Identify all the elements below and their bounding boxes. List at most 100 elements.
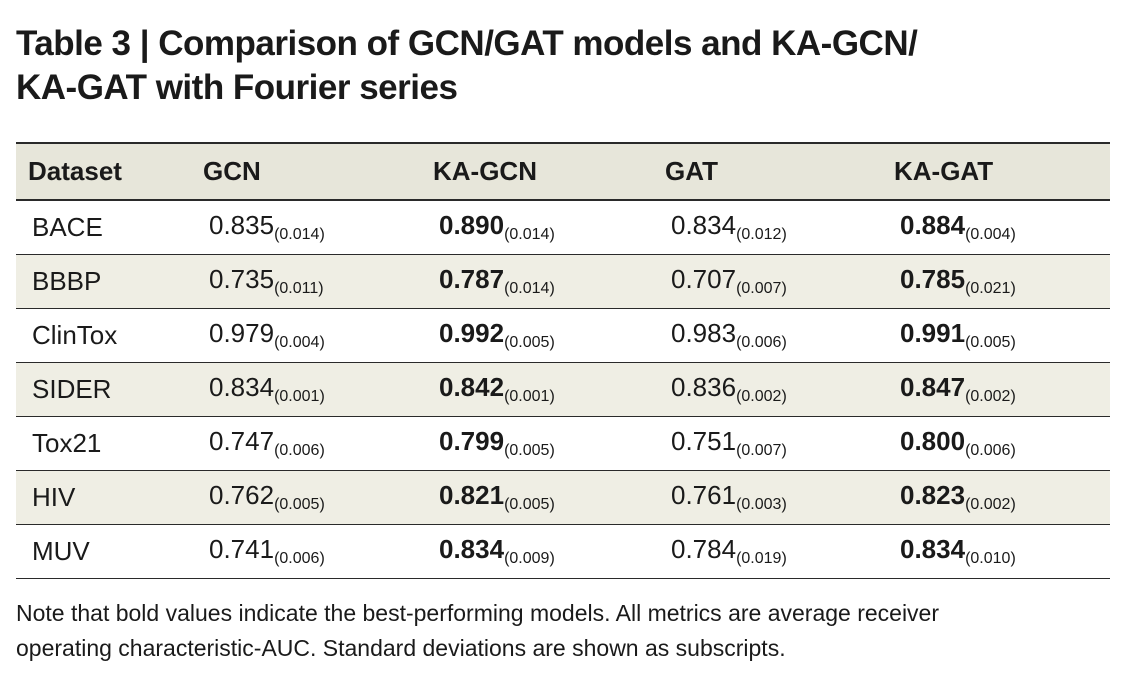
- gcn-value: 0.762: [209, 480, 275, 510]
- ka-gat-value: 0.847: [900, 372, 966, 402]
- ka-gat-value: 0.823: [900, 480, 966, 510]
- ka-gcn-cell: 0.821(0.005): [421, 470, 653, 524]
- footnote-line-1: Note that bold values indicate the best-…: [16, 600, 940, 626]
- gcn-std-dev: (0.006): [274, 442, 325, 459]
- header-gcn: GCN: [203, 156, 261, 186]
- ka-gat-cell: 0.823(0.002): [882, 470, 1110, 524]
- table-row: BBBP 0.735(0.011) 0.787(0.014) 0.707(0.0…: [16, 254, 1110, 308]
- table-footnote: Note that bold values indicate the best-…: [16, 596, 1116, 666]
- ka-gcn-cell: 0.992(0.005): [421, 308, 653, 362]
- ka-gcn-value: 0.799: [439, 426, 505, 456]
- ka-gat-std-dev: (0.010): [965, 550, 1016, 567]
- ka-gcn-value: 0.992: [439, 318, 505, 348]
- ka-gcn-cell: 0.834(0.009): [421, 524, 653, 578]
- table-title-line-1: Table 3 | Comparison of GCN/GAT models a…: [16, 24, 918, 63]
- gat-std-dev: (0.019): [736, 550, 787, 567]
- gcn-value: 0.835: [209, 210, 275, 241]
- table-row: ClinTox 0.979(0.004) 0.992(0.005) 0.983(…: [16, 308, 1110, 362]
- gcn-cell: 0.747(0.006): [191, 416, 421, 470]
- gat-cell: 0.751(0.007): [653, 416, 882, 470]
- ka-gat-cell: 0.834(0.010): [882, 524, 1110, 578]
- table-row: SIDER 0.834(0.001) 0.842(0.001) 0.836(0.…: [16, 362, 1110, 416]
- ka-gcn-cell: 0.842(0.001): [421, 362, 653, 416]
- gat-value: 0.761: [671, 480, 737, 510]
- gcn-cell: 0.835(0.014): [191, 200, 421, 254]
- gcn-std-dev: (0.011): [274, 280, 324, 297]
- gcn-std-dev: (0.001): [274, 388, 325, 405]
- table-title-line-2: KA-GAT with Fourier series: [16, 68, 458, 107]
- ka-gcn-std-dev: (0.009): [504, 550, 555, 567]
- table-title: Table 3 | Comparison of GCN/GAT models a…: [16, 22, 1106, 110]
- header-row: Dataset GCN KA-GCN GAT KA-GAT: [16, 143, 1110, 200]
- gat-cell: 0.707(0.007): [653, 254, 882, 308]
- gat-cell: 0.836(0.002): [653, 362, 882, 416]
- ka-gat-value: 0.800: [900, 426, 966, 456]
- ka-gat-std-dev: (0.002): [965, 496, 1016, 513]
- gcn-value: 0.747: [209, 426, 275, 456]
- gat-value: 0.983: [671, 318, 737, 348]
- ka-gcn-cell: 0.799(0.005): [421, 416, 653, 470]
- ka-gcn-value: 0.821: [439, 480, 505, 510]
- gat-std-dev: (0.007): [736, 280, 787, 297]
- gat-cell: 0.784(0.019): [653, 524, 882, 578]
- gat-value: 0.784: [671, 534, 737, 564]
- ka-gat-std-dev: (0.002): [965, 388, 1016, 405]
- ka-gat-value: 0.785: [900, 264, 966, 294]
- ka-gat-cell: 0.991(0.005): [882, 308, 1110, 362]
- ka-gcn-value: 0.890: [439, 210, 505, 241]
- gcn-value: 0.741: [209, 534, 275, 564]
- gat-std-dev: (0.007): [736, 442, 787, 459]
- ka-gat-value: 0.884: [900, 210, 966, 241]
- ka-gcn-value: 0.834: [439, 534, 505, 564]
- table-row: HIV 0.762(0.005) 0.821(0.005) 0.761(0.00…: [16, 470, 1110, 524]
- ka-gat-std-dev: (0.021): [965, 280, 1016, 297]
- ka-gat-cell: 0.800(0.006): [882, 416, 1110, 470]
- gat-std-dev: (0.002): [736, 388, 787, 405]
- ka-gcn-std-dev: (0.005): [504, 334, 555, 351]
- ka-gcn-value: 0.787: [439, 264, 505, 294]
- dataset-name: ClinTox: [32, 319, 118, 350]
- gcn-value: 0.735: [209, 264, 275, 294]
- footnote-line-2: operating characteristic-AUC. Standard d…: [16, 635, 786, 661]
- ka-gat-std-dev: (0.004): [965, 226, 1016, 244]
- gat-value: 0.707: [671, 264, 737, 294]
- ka-gat-cell: 0.884(0.004): [882, 200, 1110, 254]
- ka-gcn-cell: 0.787(0.014): [421, 254, 653, 308]
- ka-gat-value: 0.991: [900, 318, 966, 348]
- ka-gcn-std-dev: (0.005): [504, 496, 555, 513]
- dataset-name: Tox21: [32, 427, 102, 458]
- gcn-cell: 0.762(0.005): [191, 470, 421, 524]
- dataset-name: MUV: [32, 535, 90, 566]
- gcn-std-dev: (0.006): [274, 550, 325, 567]
- results-table: Dataset GCN KA-GCN GAT KA-GAT BACE 0.835…: [16, 142, 1110, 579]
- dataset-name: HIV: [32, 481, 76, 512]
- gcn-std-dev: (0.014): [274, 226, 325, 244]
- gcn-std-dev: (0.005): [274, 496, 325, 513]
- ka-gat-cell: 0.785(0.021): [882, 254, 1110, 308]
- ka-gat-std-dev: (0.005): [965, 334, 1016, 351]
- gat-std-dev: (0.003): [736, 496, 787, 513]
- header-ka-gcn: KA-GCN: [433, 156, 537, 186]
- gcn-value: 0.979: [209, 318, 275, 348]
- dataset-name: BACE: [32, 211, 103, 242]
- gcn-cell: 0.741(0.006): [191, 524, 421, 578]
- gcn-std-dev: (0.004): [274, 334, 325, 351]
- gat-value: 0.836: [671, 372, 737, 402]
- ka-gcn-std-dev: (0.014): [504, 280, 555, 297]
- ka-gcn-std-dev: (0.001): [504, 388, 555, 405]
- gat-cell: 0.983(0.006): [653, 308, 882, 362]
- table-row: Tox21 0.747(0.006) 0.799(0.005) 0.751(0.…: [16, 416, 1110, 470]
- header-dataset: Dataset: [28, 156, 122, 186]
- gcn-cell: 0.834(0.001): [191, 362, 421, 416]
- ka-gat-value: 0.834: [900, 534, 966, 564]
- gcn-cell: 0.735(0.011): [191, 254, 421, 308]
- ka-gcn-std-dev: (0.005): [504, 442, 555, 459]
- ka-gcn-cell: 0.890(0.014): [421, 200, 653, 254]
- gat-std-dev: (0.012): [736, 226, 787, 244]
- gcn-value: 0.834: [209, 372, 275, 402]
- header-ka-gat: KA-GAT: [894, 156, 994, 186]
- gat-value: 0.834: [671, 210, 737, 241]
- table-row: MUV 0.741(0.006) 0.834(0.009) 0.784(0.01…: [16, 524, 1110, 578]
- ka-gat-cell: 0.847(0.002): [882, 362, 1110, 416]
- table-row: BACE 0.835(0.014) 0.890(0.014) 0.834(0.0…: [16, 200, 1110, 254]
